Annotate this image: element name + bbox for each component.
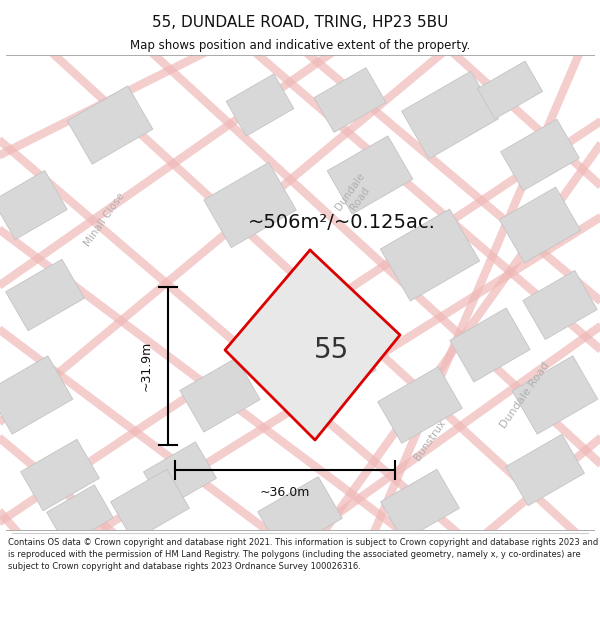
Polygon shape [284, 322, 376, 408]
Text: ~506m²/~0.125ac.: ~506m²/~0.125ac. [248, 214, 436, 232]
Polygon shape [327, 136, 413, 214]
Polygon shape [523, 271, 597, 339]
Polygon shape [67, 86, 153, 164]
Polygon shape [478, 61, 542, 119]
Polygon shape [450, 308, 530, 382]
Polygon shape [0, 356, 73, 434]
Polygon shape [180, 358, 260, 432]
Polygon shape [499, 187, 581, 263]
Polygon shape [225, 250, 400, 440]
Polygon shape [47, 485, 113, 545]
Polygon shape [5, 259, 85, 331]
Polygon shape [110, 469, 190, 541]
Polygon shape [380, 209, 479, 301]
Polygon shape [506, 434, 584, 506]
Polygon shape [512, 356, 598, 434]
Text: 55: 55 [314, 336, 350, 364]
Text: Minall Close: Minall Close [83, 191, 127, 249]
Polygon shape [377, 367, 463, 443]
Text: Map shows position and indicative extent of the property.: Map shows position and indicative extent… [130, 39, 470, 51]
Text: ~36.0m: ~36.0m [260, 486, 310, 499]
Polygon shape [257, 477, 343, 553]
Polygon shape [143, 442, 217, 508]
Polygon shape [204, 162, 296, 248]
Polygon shape [380, 469, 460, 541]
Text: Dundale
Road: Dundale Road [334, 171, 376, 219]
Polygon shape [226, 74, 294, 136]
Text: 55, DUNDALE ROAD, TRING, HP23 5BU: 55, DUNDALE ROAD, TRING, HP23 5BU [152, 16, 448, 31]
Polygon shape [500, 119, 580, 191]
Polygon shape [0, 171, 67, 239]
Polygon shape [314, 68, 386, 132]
Text: Contains OS data © Crown copyright and database right 2021. This information is : Contains OS data © Crown copyright and d… [8, 538, 598, 571]
Text: Dundale Road: Dundale Road [499, 360, 551, 430]
Polygon shape [20, 439, 100, 511]
Text: ~31.9m: ~31.9m [139, 341, 152, 391]
Text: Bunstrux: Bunstrux [412, 418, 448, 462]
Polygon shape [401, 71, 499, 159]
